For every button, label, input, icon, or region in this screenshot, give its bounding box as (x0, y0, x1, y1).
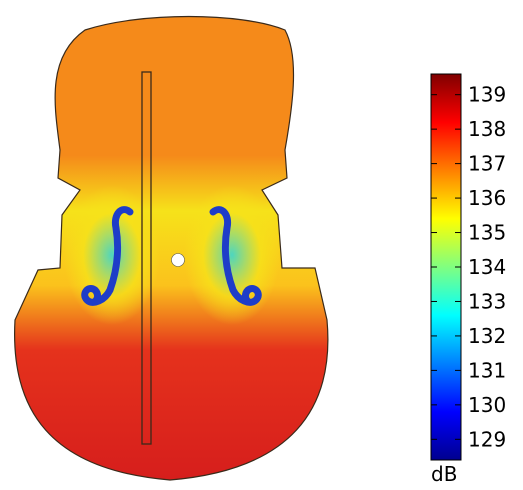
colorbar-tick-label: 134 (468, 255, 506, 279)
soundpost-marker (171, 253, 185, 267)
violin-body-fill (13, 15, 329, 481)
colorbar-tick-label: 133 (468, 289, 506, 313)
colorbar-unit-label: dB (431, 462, 457, 486)
fingerboard-outline (141, 71, 152, 445)
colorbar-tick-label: 137 (468, 152, 506, 176)
colorbar: 129 130 131 132 133 134 135 136 137 138 139 dB (430, 73, 506, 486)
colorbar-tick-label: 139 (468, 83, 506, 107)
left-f-hole-halo (64, 185, 160, 325)
colorbar-tick-label: 130 (468, 393, 506, 417)
colorbar-tick-label: 135 (468, 221, 506, 245)
left-f-hole (81, 206, 134, 306)
right-f-hole-halo (184, 185, 280, 325)
colorbar-tick-label: 136 (468, 186, 506, 210)
colorbar-tick-label: 138 (468, 117, 506, 141)
colorbar-ticks: 129 130 131 132 133 134 135 136 137 138 139 (431, 83, 506, 451)
colorbar-tick-label: 132 (468, 324, 506, 348)
colorbar-tick-label: 131 (468, 358, 506, 382)
colorbar-tick-label: 129 (468, 427, 506, 451)
violin-body (13, 15, 329, 481)
right-f-hole (209, 206, 262, 306)
